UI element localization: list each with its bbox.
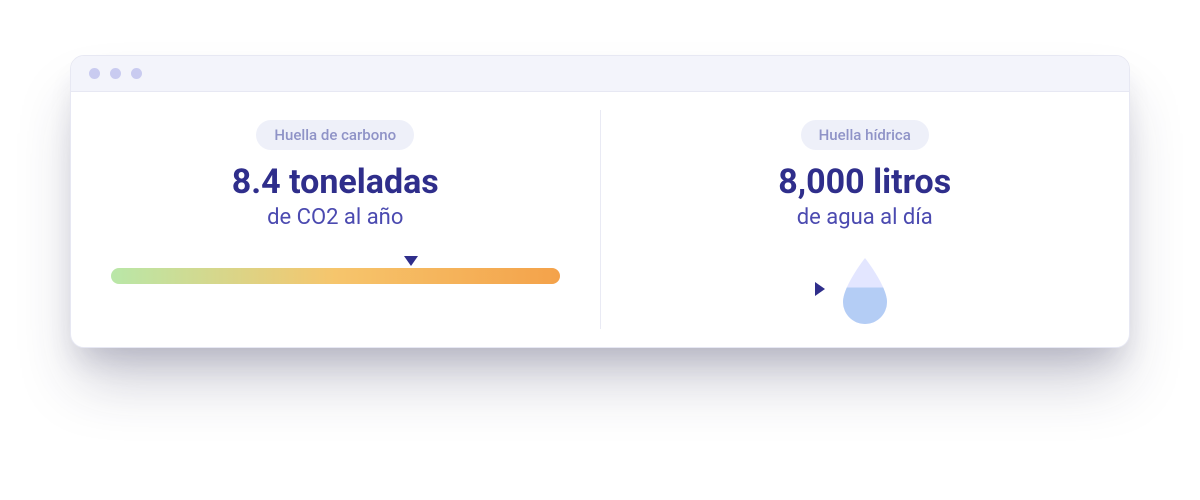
carbon-scale-bar	[111, 268, 560, 284]
window-titlebar	[71, 56, 1129, 92]
carbon-panel: Huella de carbono 8.4 toneladas de CO2 a…	[71, 92, 600, 347]
water-drop-icon	[835, 256, 895, 326]
browser-window: Huella de carbono 8.4 toneladas de CO2 a…	[70, 55, 1130, 348]
water-panel: Huella hídrica 8,000 litros de agua al d…	[601, 92, 1130, 347]
carbon-pill: Huella de carbono	[256, 120, 414, 150]
carbon-scale	[111, 268, 560, 284]
carbon-headline: 8.4 toneladas	[232, 164, 439, 201]
water-subline: de agua al día	[797, 205, 933, 230]
water-pill: Huella hídrica	[801, 120, 929, 150]
water-drop	[835, 256, 895, 326]
traffic-dot-1	[89, 68, 100, 79]
carbon-subline: de CO2 al año	[267, 205, 403, 230]
water-drop-marker-icon	[815, 282, 825, 296]
panels-row: Huella de carbono 8.4 toneladas de CO2 a…	[71, 92, 1129, 347]
water-headline: 8,000 litros	[778, 164, 951, 201]
carbon-scale-marker-icon	[404, 256, 418, 266]
traffic-dot-3	[131, 68, 142, 79]
traffic-dot-2	[110, 68, 121, 79]
